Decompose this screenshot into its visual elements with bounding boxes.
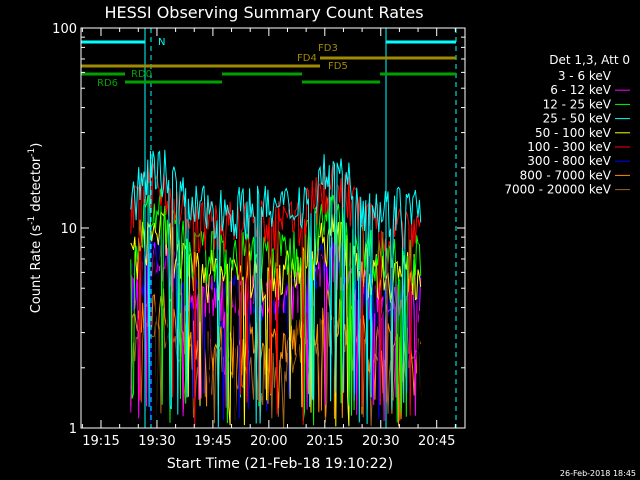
legend-label: 3 - 6 keV (558, 69, 612, 83)
x-tick-label: 20:00 (250, 434, 287, 449)
x-tick-label: 20:45 (418, 434, 455, 449)
x-axis: 19:15 19:30 19:45 20:00 20:15 20:30 20:45 (81, 28, 456, 449)
series-trace-3 (130, 149, 422, 428)
footer-date: 26-Feb-2018 18:45 (560, 469, 636, 478)
y-tick-label: 10 (60, 222, 77, 237)
x-tick-label: 19:15 (82, 434, 119, 449)
series-trace-8 (130, 307, 422, 428)
x-tick-label: 20:15 (306, 434, 343, 449)
annotation-label-rd0: RD0 (131, 69, 152, 80)
legend-label: 12 - 25 keV (543, 97, 612, 111)
legend-label: 7000 - 20000 keV (504, 183, 611, 197)
annotation-label-fd4: FD4 (297, 53, 317, 64)
legend-label: 800 - 7000 keV (520, 168, 612, 182)
legend-label: 6 - 12 keV (550, 83, 612, 97)
legend-label: 100 - 300 keV (527, 140, 611, 154)
annotation-label-n: N (158, 37, 165, 48)
y-axis-label: Count Rate (s-1 detector-1) (27, 143, 44, 314)
y-axis: 1 10 100 (52, 22, 465, 437)
y-tick-label: 100 (52, 22, 77, 37)
x-tick-label: 20:30 (362, 434, 399, 449)
annotation-label-fd5: FD5 (328, 61, 348, 72)
chart-title: HESSI Observing Summary Count Rates (104, 3, 423, 22)
x-tick-label: 19:45 (194, 434, 231, 449)
legend-label: 50 - 100 keV (535, 126, 612, 140)
plot-area (130, 149, 422, 428)
legend-label: 300 - 800 keV (527, 154, 611, 168)
x-axis-label: Start Time (21-Feb-18 19:10:22) (167, 456, 393, 472)
y-tick-label: 1 (69, 422, 77, 437)
annotation-label-fd3: FD3 (318, 43, 338, 54)
annotation-label-rd6: RD6 (97, 78, 118, 89)
legend-title: Det 1,3, Att 0 (549, 53, 630, 67)
legend-label: 25 - 50 keV (543, 112, 612, 126)
x-tick-label: 19:30 (138, 434, 175, 449)
